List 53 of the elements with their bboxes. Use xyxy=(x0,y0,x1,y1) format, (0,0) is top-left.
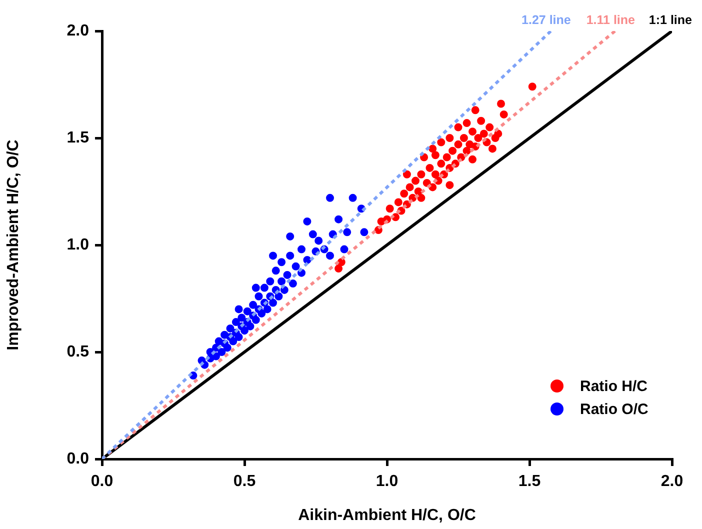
y-tick-label: 1.0 xyxy=(66,236,90,254)
series-label: 1.27 line xyxy=(522,13,571,27)
point xyxy=(437,138,446,146)
point xyxy=(417,170,426,178)
point xyxy=(442,153,451,162)
point xyxy=(497,100,505,108)
point xyxy=(437,160,446,168)
x-axis-title: Aikin-Ambient H/C, O/C xyxy=(298,506,476,524)
point xyxy=(406,183,414,192)
point xyxy=(477,116,486,125)
x-tick-label: 0.0 xyxy=(90,473,114,490)
point xyxy=(431,170,440,178)
series-label: 1.11 line xyxy=(586,13,636,27)
y-tick-label: 2.0 xyxy=(66,22,90,40)
point xyxy=(468,128,476,136)
point xyxy=(386,204,394,213)
legend-label: Ratio O/C xyxy=(580,401,648,418)
point xyxy=(454,140,462,148)
point xyxy=(462,119,471,128)
point xyxy=(412,176,420,185)
point xyxy=(500,110,508,118)
x-tick-label: 2.0 xyxy=(660,473,684,490)
y-tick-label: 0.0 xyxy=(66,450,90,468)
y-tick-label: 0.5 xyxy=(66,343,90,360)
point xyxy=(334,264,343,273)
point xyxy=(488,144,496,153)
point xyxy=(454,123,462,132)
legend-label: Ratio H/C xyxy=(580,378,648,396)
y-axis-title: Improved-Ambient H/C, O/C xyxy=(5,139,22,350)
point xyxy=(460,134,468,142)
point xyxy=(494,130,502,138)
point xyxy=(431,151,440,160)
y-tick-label: 1.5 xyxy=(66,129,90,146)
x-tick-label: 0.5 xyxy=(233,473,256,490)
point xyxy=(420,153,428,162)
point xyxy=(480,130,488,138)
point xyxy=(448,146,457,155)
series-label: 1:1 line xyxy=(648,13,692,27)
point xyxy=(426,164,434,172)
x-tick-label: 1.0 xyxy=(376,473,398,490)
point xyxy=(486,123,494,132)
point xyxy=(400,190,408,198)
point xyxy=(474,134,482,142)
point xyxy=(402,170,411,178)
point xyxy=(446,134,454,142)
point xyxy=(528,82,536,91)
point xyxy=(428,144,437,153)
point xyxy=(417,194,426,202)
point xyxy=(471,106,480,114)
point xyxy=(468,155,476,164)
point xyxy=(446,181,454,190)
point xyxy=(394,198,402,206)
x-tick-label: 1.5 xyxy=(518,473,541,490)
